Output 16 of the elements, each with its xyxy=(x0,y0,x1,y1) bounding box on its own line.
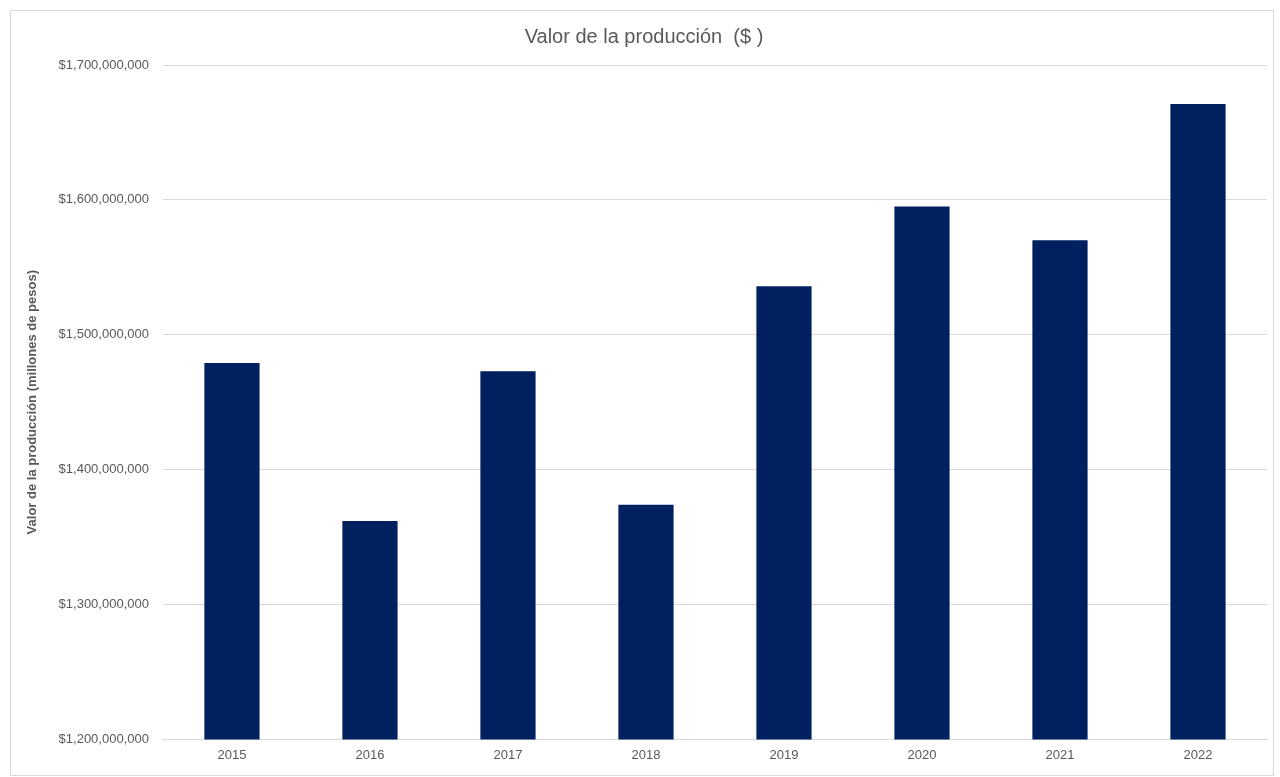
y-axis-title: Valor de la producción (millones de pesos) xyxy=(24,270,40,535)
chart-title: Valor de la producción ($ ) xyxy=(524,24,764,47)
y-tick-label: $1,600,000,000 xyxy=(58,191,149,207)
x-tick-label: 2021 xyxy=(1045,746,1075,762)
x-tick-label: 2017 xyxy=(493,746,523,762)
x-tick-label: 2022 xyxy=(1183,746,1213,762)
y-tick-label: $1,300,000,000 xyxy=(58,596,149,612)
y-tick-label: $1,400,000,000 xyxy=(58,461,149,477)
x-tick-label: 2015 xyxy=(217,746,247,762)
x-tick-label: 2018 xyxy=(631,746,661,762)
x-tick-label: 2019 xyxy=(769,746,799,762)
x-tick-label: 2020 xyxy=(907,746,937,762)
y-tick-label: $1,200,000,000 xyxy=(58,730,149,746)
y-tick-label: $1,700,000,000 xyxy=(58,56,149,72)
y-tick-label: $1,500,000,000 xyxy=(58,326,149,342)
x-tick-label: 2016 xyxy=(355,746,385,762)
